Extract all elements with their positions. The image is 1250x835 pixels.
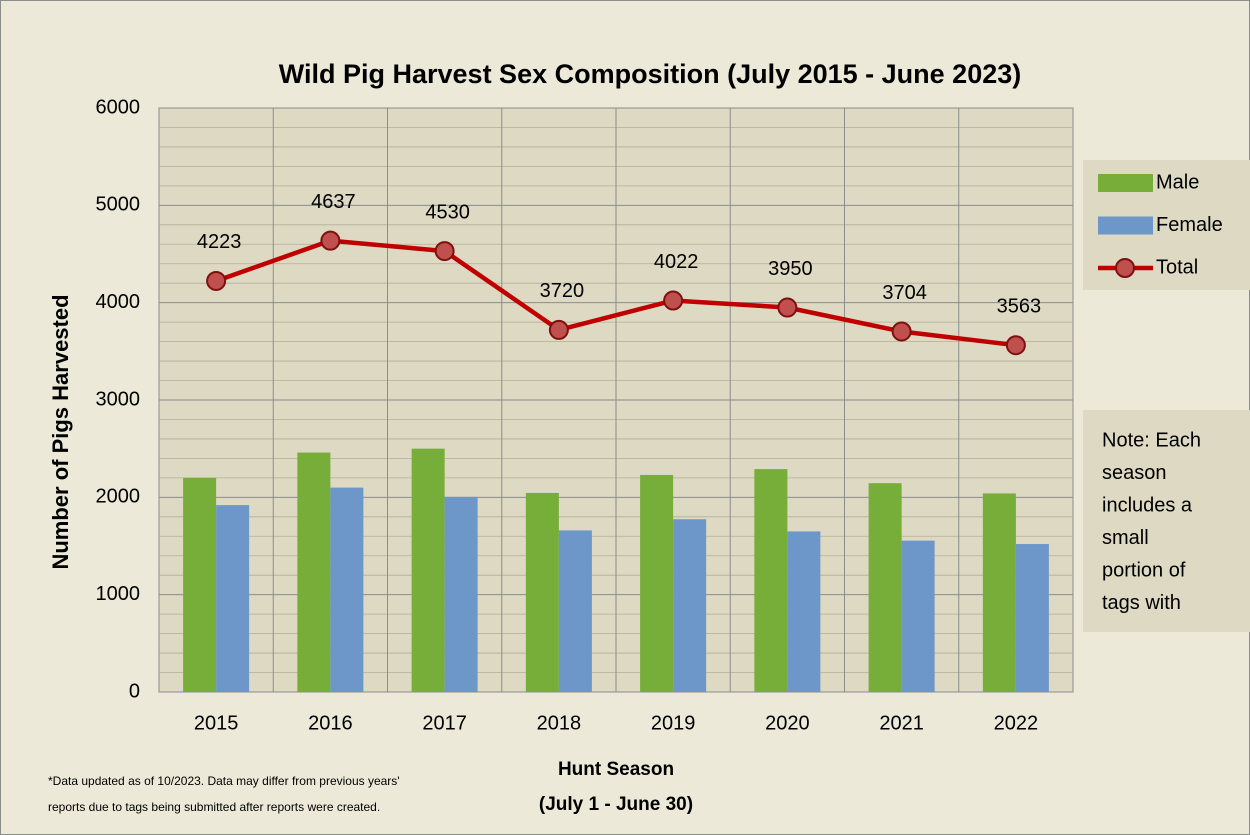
bar	[901, 540, 935, 692]
bar	[183, 477, 217, 692]
bar	[525, 492, 559, 692]
point	[548, 319, 569, 340]
y-tick-label: 1000	[96, 583, 141, 605]
y-axis-label: Number of Pigs Harvested	[48, 294, 73, 569]
point	[1005, 335, 1026, 356]
y-tick-label: 2000	[96, 486, 141, 508]
x-tick-label: 2018	[537, 712, 582, 734]
x-tick-label: 2021	[879, 712, 924, 734]
footnote: *Data updated as of 10/2023. Data may di…	[48, 774, 400, 788]
y-tick-label: 4000	[96, 291, 141, 313]
note-text: Note: Each	[1102, 429, 1201, 451]
bar	[787, 531, 821, 692]
x-tick-label: 2017	[422, 712, 467, 734]
bar	[640, 474, 674, 692]
note-text: portion of	[1102, 559, 1186, 581]
legend-label: Total	[1156, 256, 1198, 278]
x-tick-label: 2016	[308, 712, 353, 734]
data-label: 3720	[540, 280, 585, 302]
y-tick-label: 6000	[96, 96, 141, 118]
data-label: 3704	[882, 282, 927, 304]
x-axis-label: Hunt Season	[558, 759, 674, 780]
footnote: reports due to tags being submitted afte…	[48, 800, 380, 814]
data-label: 3563	[997, 295, 1042, 317]
y-tick-label: 3000	[96, 388, 141, 410]
bar	[1015, 544, 1049, 692]
note-text: includes a	[1102, 494, 1193, 516]
note-text: tags with	[1102, 592, 1181, 614]
bar	[216, 505, 250, 692]
legend-label: Male	[1156, 171, 1199, 193]
data-label: 3950	[768, 258, 813, 280]
point	[320, 230, 341, 251]
point	[206, 270, 227, 291]
bar	[868, 483, 902, 692]
bar	[297, 452, 331, 692]
chart-title: Wild Pig Harvest Sex Composition (July 2…	[279, 59, 1022, 89]
x-axis-label: (July 1 - June 30)	[539, 794, 693, 815]
x-tick-label: 2022	[994, 712, 1039, 734]
bar	[982, 493, 1016, 692]
line	[215, 238, 1017, 348]
bar	[754, 469, 788, 692]
bar	[558, 530, 592, 692]
note-box	[1083, 410, 1250, 632]
x-tick-label: 2015	[194, 712, 239, 734]
data-label: 4637	[311, 191, 356, 213]
bar	[330, 487, 364, 692]
bar	[673, 519, 707, 692]
data-label: 4223	[197, 231, 242, 253]
bar	[411, 448, 445, 692]
y-tick-label: 0	[129, 680, 140, 702]
note-text: small	[1102, 527, 1149, 549]
point	[663, 290, 684, 311]
data-label: 4530	[425, 201, 470, 223]
x-tick-label: 2019	[651, 712, 696, 734]
point	[891, 321, 912, 342]
legend-swatch	[1098, 216, 1153, 235]
y-tick-label: 5000	[96, 194, 141, 216]
legend-swatch	[1115, 258, 1135, 278]
legend-swatch	[1098, 174, 1153, 192]
point	[777, 297, 798, 318]
note-text: season	[1102, 462, 1167, 484]
point	[434, 241, 455, 262]
legend-label: Female	[1156, 214, 1223, 236]
data-label: 4022	[654, 251, 699, 273]
bar	[444, 496, 478, 692]
x-tick-label: 2020	[765, 712, 810, 734]
